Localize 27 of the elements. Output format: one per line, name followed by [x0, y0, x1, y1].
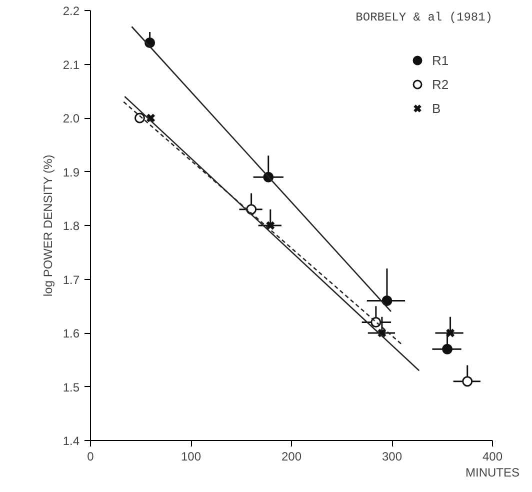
x-axis-title: MINUTES	[466, 466, 520, 480]
x-tick-label: 400	[482, 450, 503, 464]
y-tick-label: 1.6	[62, 326, 80, 340]
point	[462, 376, 473, 387]
point	[442, 344, 453, 354]
y-tick-label: 1.4	[62, 434, 80, 448]
annotation: BORBELY & al (1981)	[356, 10, 493, 24]
x-tick-label: 100	[180, 450, 202, 464]
point	[446, 328, 455, 338]
y-tick-label: 2.1	[62, 58, 80, 72]
point	[146, 113, 156, 123]
y-tick-label: 1.5	[62, 380, 80, 394]
y-tick-label: 1.7	[62, 272, 80, 287]
y-tick-label: 1.8	[62, 219, 80, 233]
legend-label: R1	[432, 52, 450, 68]
x-tick-label: 0	[87, 450, 94, 464]
x-tick-label: 300	[382, 450, 402, 464]
y-tick-label: 1.9	[62, 165, 80, 180]
x-tick-label: 200	[281, 450, 302, 464]
y-tick-label: 2.2	[62, 4, 80, 18]
legend-label: R2	[432, 76, 450, 92]
legend-label: B	[432, 100, 442, 116]
point	[382, 296, 392, 306]
y-tick-label: 2.0	[62, 112, 80, 126]
point	[266, 220, 276, 230]
y-axis-title: log POWER DENSITY (%)	[40, 154, 55, 297]
point	[134, 112, 145, 124]
